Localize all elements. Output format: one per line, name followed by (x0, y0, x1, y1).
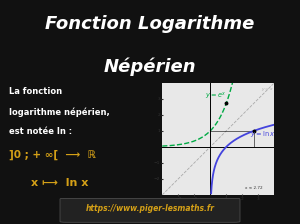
Text: $y = e^x$: $y = e^x$ (206, 91, 227, 102)
Text: $y = \ln x$: $y = \ln x$ (250, 129, 276, 139)
Text: logarithme népérien,: logarithme népérien, (9, 108, 109, 117)
FancyBboxPatch shape (60, 198, 240, 222)
Text: Fonction Logarithme: Fonction Logarithme (45, 15, 255, 33)
Text: est notée ln :: est notée ln : (9, 127, 72, 136)
Text: La fonction: La fonction (9, 87, 62, 96)
Text: $y = x$: $y = x$ (262, 86, 274, 93)
Text: ]0 ; + ∞[  ⟶  ℝ: ]0 ; + ∞[ ⟶ ℝ (9, 150, 95, 160)
Text: https://www.piger-lesmaths.fr: https://www.piger-lesmaths.fr (85, 204, 214, 213)
Text: Népérien: Népérien (104, 57, 196, 76)
Text: x ≈ 2.72: x ≈ 2.72 (245, 186, 262, 190)
Text: x ⟼  ln x: x ⟼ ln x (31, 178, 88, 188)
